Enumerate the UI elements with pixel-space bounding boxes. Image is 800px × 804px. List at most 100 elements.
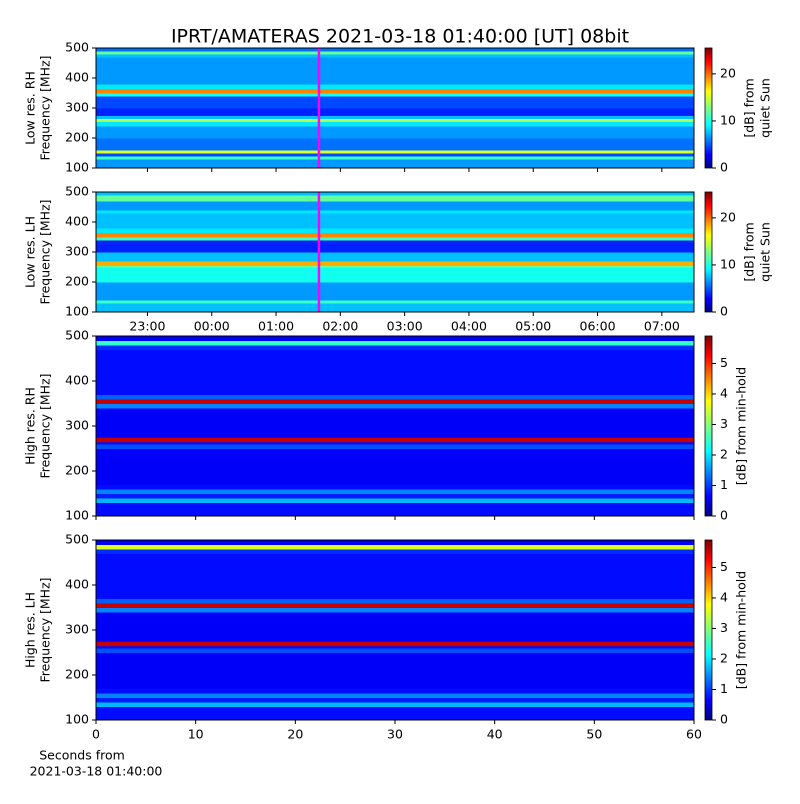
heatmap-cell <box>96 549 694 554</box>
heatmap-cell <box>96 408 694 438</box>
colorbar-tick-label: 0 <box>720 712 728 727</box>
heatmap-cell <box>96 115 694 119</box>
heatmap-cell <box>96 126 694 139</box>
x-tick-label: 06:00 <box>580 319 616 334</box>
heatmap-cell <box>96 57 694 85</box>
y-axis-label: Frequency [MHz] <box>38 373 53 478</box>
heatmap-cell <box>96 84 694 89</box>
y-axis-label: Low res. RH <box>23 71 38 145</box>
colorbar-tick-label: 10 <box>720 112 736 127</box>
x-tick-label: 10 <box>188 727 204 742</box>
x-tick-label: 07:00 <box>644 319 680 334</box>
heatmap-cell <box>96 108 694 116</box>
heatmap-cell <box>96 697 694 703</box>
heatmap-cell <box>96 345 694 350</box>
y-tick-label: 300 <box>65 244 89 259</box>
heatmap-cell <box>96 300 694 304</box>
colorbar-tick-label: 20 <box>720 65 736 80</box>
y-tick-label: 300 <box>65 100 89 115</box>
heatmap-cell <box>96 544 694 550</box>
heatmap-cell <box>96 648 694 653</box>
y-tick-label: 100 <box>65 304 89 319</box>
heatmap-cell <box>96 210 694 214</box>
colorbar-label: [dB] from <box>742 222 757 281</box>
colorbar-tick-label: 5 <box>720 355 728 370</box>
y-tick-label: 100 <box>65 508 89 523</box>
colorbar-tick-label: 0 <box>720 508 728 523</box>
heatmap-cell <box>96 54 694 58</box>
heatmap-cell <box>96 261 694 266</box>
x-tick-label: 01:00 <box>258 319 294 334</box>
heatmap-cell <box>96 598 694 604</box>
heatmap-cell <box>96 399 694 404</box>
heatmap-cell <box>96 612 694 642</box>
heatmap-cell <box>96 138 694 151</box>
y-tick-label: 400 <box>65 70 89 85</box>
heatmap-cell <box>96 303 694 313</box>
y-tick-label: 200 <box>65 463 89 478</box>
heatmap-cell <box>96 96 694 109</box>
heatmap-cell <box>96 706 694 721</box>
colorbar-tick-label: 2 <box>720 650 728 665</box>
y-tick-label: 200 <box>65 274 89 289</box>
heatmap-cell <box>96 702 694 707</box>
x-axis-label: 2021-03-18 01:40:00 <box>30 764 163 779</box>
heatmap-cell <box>96 232 694 238</box>
heatmap-cell <box>96 48 694 52</box>
heatmap-cell <box>96 201 694 211</box>
x-axis-label: Seconds from <box>39 748 125 763</box>
x-tick-label: 04:00 <box>451 319 487 334</box>
y-tick-label: 500 <box>65 184 89 199</box>
colorbar-label: quiet Sun <box>758 222 773 282</box>
heatmap-cell <box>96 213 694 229</box>
heatmap-cell <box>96 150 694 154</box>
heatmap-cell <box>96 237 694 241</box>
heatmap-cell <box>96 282 694 301</box>
y-tick-label: 300 <box>65 622 89 637</box>
heatmap-cell <box>96 156 694 160</box>
heatmap-cell <box>96 484 694 490</box>
heatmap-cell <box>96 489 694 494</box>
y-tick-label: 100 <box>65 160 89 175</box>
x-tick-label: 02:00 <box>322 319 358 334</box>
heatmap-cell <box>96 121 694 127</box>
y-tick-label: 500 <box>65 40 89 55</box>
colorbar-label: [dB] from <box>742 78 757 137</box>
heatmap-cell <box>96 540 694 545</box>
y-tick-label: 400 <box>65 373 89 388</box>
heatmap-cell <box>96 118 694 122</box>
colorbar-tick-label: 0 <box>720 304 728 319</box>
colorbar <box>704 191 713 313</box>
heatmap-cell <box>96 340 694 346</box>
heatmap-cell <box>96 394 694 400</box>
x-tick-label: 30 <box>387 727 403 742</box>
heatmap-cell <box>96 403 694 409</box>
colorbar <box>704 335 713 517</box>
x-tick-label: 40 <box>487 727 503 742</box>
y-tick-label: 200 <box>65 130 89 145</box>
colorbar-tick-label: 10 <box>720 256 736 271</box>
heatmap-cell <box>96 444 694 449</box>
y-tick-label: 400 <box>65 577 89 592</box>
heatmap-cell <box>96 498 694 503</box>
y-axis-label: Low res. LH <box>23 216 38 288</box>
heatmap-cell <box>96 267 694 283</box>
colorbar-label: [dB] from min-hold <box>734 571 749 689</box>
heatmap-cell <box>96 603 694 608</box>
colorbar-tick-label: 20 <box>720 209 736 224</box>
x-tick-label: 03:00 <box>387 319 423 334</box>
y-tick-label: 200 <box>65 667 89 682</box>
y-axis-label: Frequency [MHz] <box>38 199 53 304</box>
heatmap-cell <box>96 51 694 55</box>
colorbar <box>704 539 713 721</box>
colorbar-tick-label: 0 <box>720 160 728 175</box>
colorbar-tick-label: 2 <box>720 446 728 461</box>
x-tick-label: 60 <box>686 727 702 742</box>
heatmap-cell <box>96 240 694 253</box>
heatmap-cell <box>96 693 694 698</box>
colorbar-label: quiet Sun <box>758 78 773 138</box>
x-tick-label: 50 <box>586 727 602 742</box>
heatmap-cell <box>96 349 694 395</box>
colorbar-tick-label: 1 <box>720 477 728 492</box>
